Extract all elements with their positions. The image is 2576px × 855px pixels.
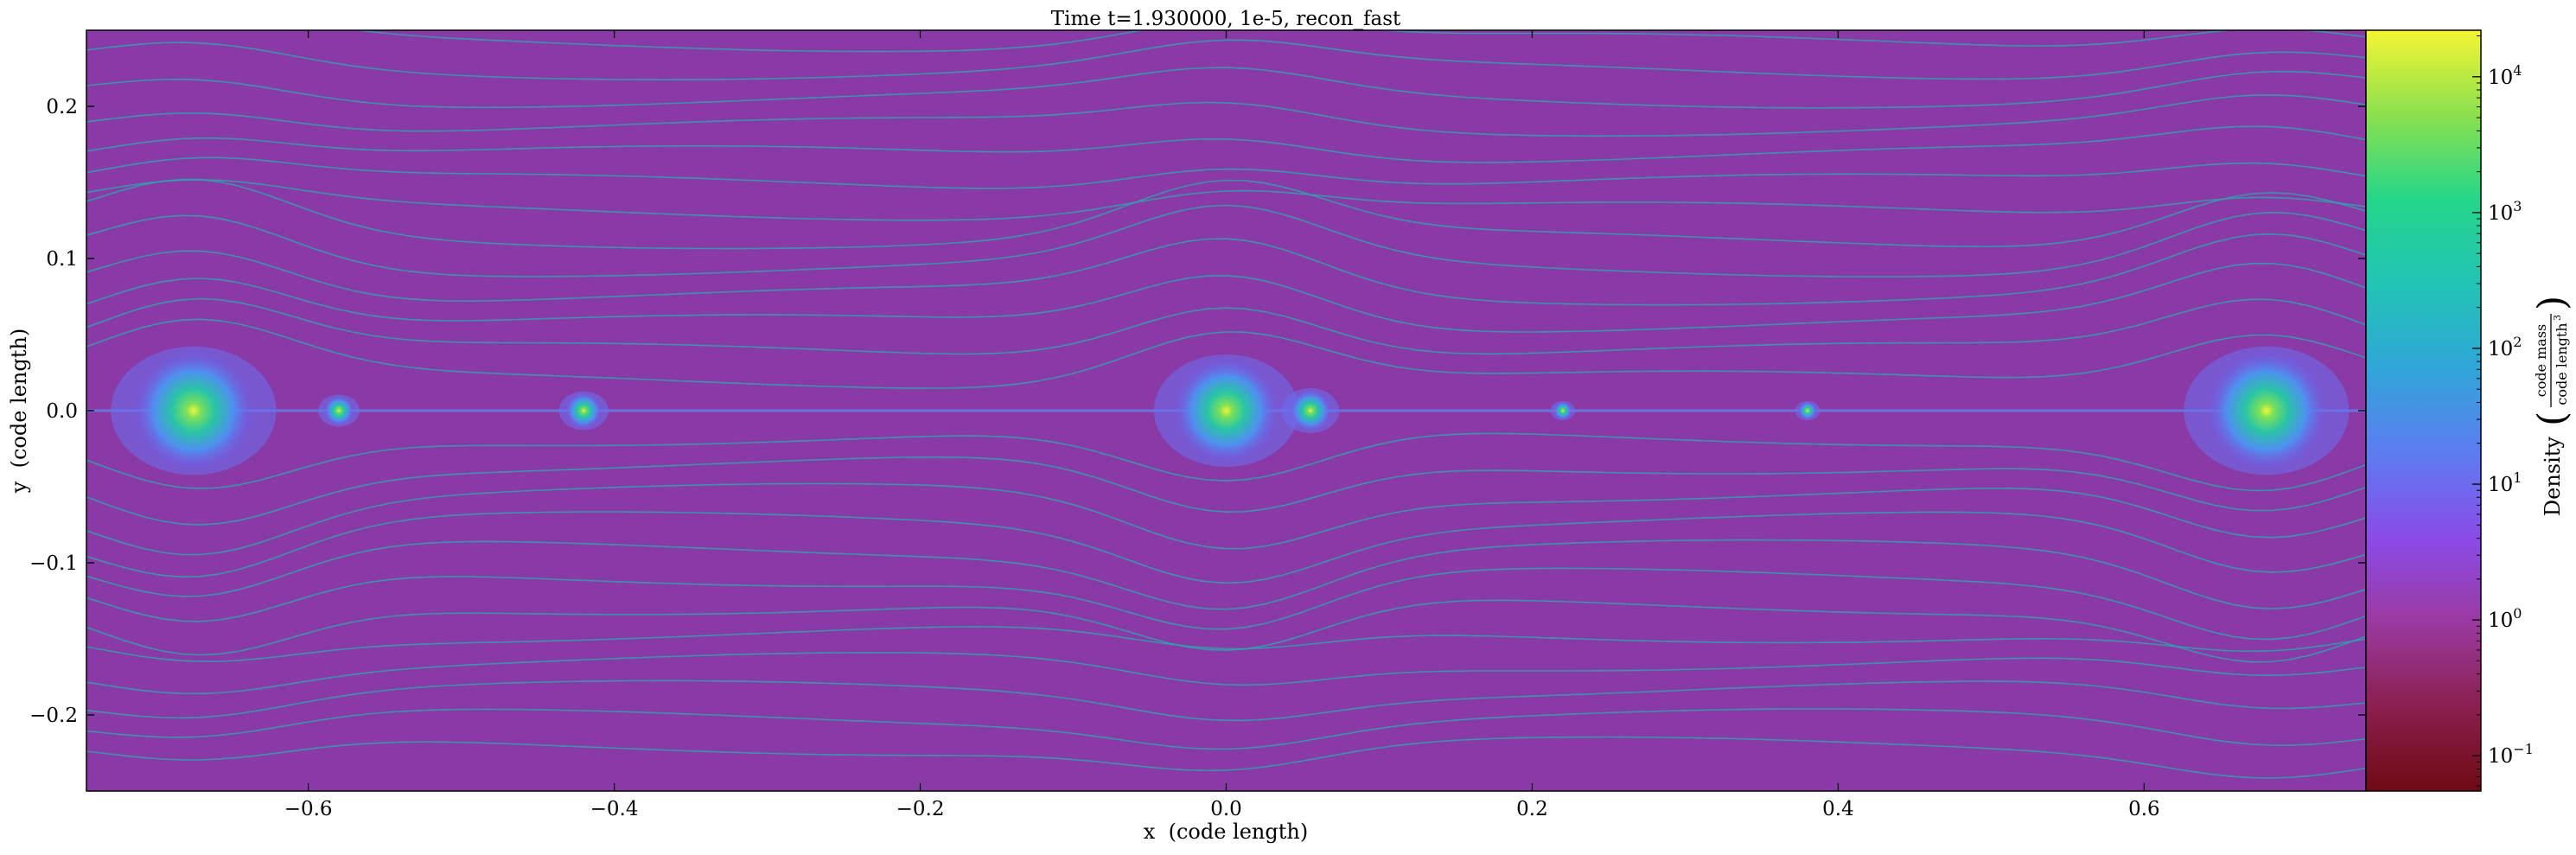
density-clump: [564, 392, 603, 430]
x-axis-label: x (code length): [1144, 820, 1308, 844]
colorbar-label: Density ( code mass code length 3 ): [2530, 296, 2574, 516]
y-tick-label: 0.1: [46, 248, 78, 271]
streamline: [86, 178, 2366, 250]
colorbar-label-text: Density: [2541, 437, 2565, 517]
x-tick-label: 0.6: [2128, 798, 2160, 820]
density-clump: [1798, 401, 1817, 420]
colorbar-tick-label: 104: [2488, 62, 2522, 89]
streamline: [86, 94, 2366, 137]
y-tick-label: 0.2: [46, 96, 78, 118]
colorbar-tick-label: 103: [2488, 198, 2522, 225]
density-clump: [2205, 349, 2328, 472]
colorbar-tick-label: 100: [2488, 605, 2522, 632]
density-clump: [1289, 389, 1332, 432]
streamline: [86, 432, 2366, 492]
streamline: [86, 456, 2366, 526]
x-tick-label: −0.4: [590, 798, 639, 820]
plot-area: [86, 29, 2367, 792]
streamline: [86, 297, 2366, 355]
streamline: [86, 262, 2366, 333]
streamline: [86, 67, 2366, 109]
streamline: [86, 652, 2366, 695]
x-tick-label: 0.2: [1516, 798, 1548, 820]
colorbar-tick-label: 10−1: [2488, 741, 2534, 768]
y-tick-label: 0.0: [46, 400, 78, 423]
x-tick-label: 0.0: [1210, 798, 1242, 820]
streamline: [86, 482, 2366, 556]
density-clump: [1172, 357, 1280, 464]
streamline: [86, 156, 2366, 189]
streamline: [86, 204, 2366, 278]
colorbar-ticks: 10−1 100 101 102 103 104: [2472, 35, 2534, 787]
y-axis-label: y (code length): [7, 329, 31, 494]
streamline: [86, 599, 2366, 663]
x-tick-label: −0.2: [896, 798, 945, 820]
streamline: [86, 318, 2366, 389]
streamline: [86, 233, 2366, 306]
streamline: [86, 125, 2366, 163]
x-tick-label: −0.6: [284, 798, 333, 820]
streamline: [86, 680, 2366, 722]
y-axis: 0.2 0.1 0.0 −0.1 −0.2: [29, 96, 2366, 727]
colorbar-unit-denominator-exponent: 3: [2552, 315, 2563, 321]
colorbar-unit-close-paren: ): [2530, 296, 2574, 310]
colorbar-unit-numerator: code mass: [2533, 324, 2549, 398]
density-clumps: [111, 346, 2350, 475]
density-clump: [132, 349, 255, 472]
y-tick-label: −0.1: [29, 552, 78, 575]
streamline: [86, 179, 2366, 221]
colorbar-bar: [2365, 29, 2482, 792]
streamline: [86, 39, 2366, 80]
colorbar-unit-denominator: code length: [2554, 322, 2570, 405]
streamline: [86, 626, 2366, 662]
streamline: [86, 708, 2366, 750]
streamline: [353, 30, 2366, 53]
x-tick-label: 0.4: [1822, 798, 1854, 820]
density-clump: [1553, 401, 1572, 420]
streamline: [86, 539, 2366, 610]
colorbar-tick-label: 101: [2488, 469, 2522, 496]
streamlines: [86, 30, 2366, 779]
x-axis: −0.6 −0.4 −0.2 0.0 0.2 0.4 0.6: [284, 30, 2160, 820]
colorbar-tick-label: 102: [2488, 334, 2522, 361]
colorbar: 10−1 100 101 102 103 104 Density ( code mass …: [2365, 29, 2574, 792]
streamline: [86, 736, 2366, 779]
density-clump: [323, 395, 354, 426]
colorbar-unit-open-paren: (: [2530, 412, 2574, 426]
chart-title: Time t=1.930000, 1e-5, recon_fast: [1051, 8, 1401, 30]
y-tick-label: −0.2: [29, 705, 78, 727]
streamline: [86, 511, 2366, 584]
streamline: [86, 567, 2366, 641]
